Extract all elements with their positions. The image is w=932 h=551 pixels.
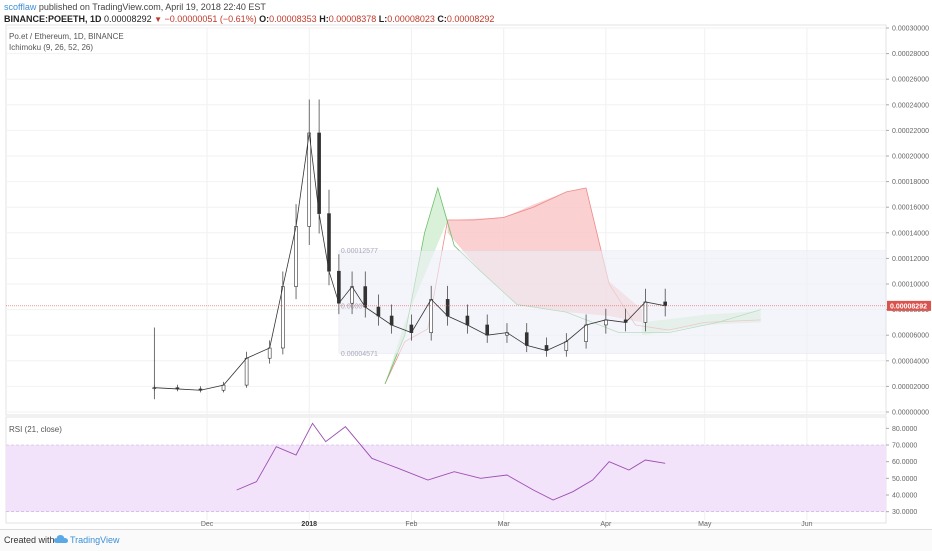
candle-body bbox=[244, 357, 249, 386]
x-tick-label: May bbox=[698, 521, 712, 528]
candle-body bbox=[524, 332, 529, 346]
candle-body bbox=[294, 226, 298, 287]
price-tick-label: 0.00014000 bbox=[892, 230, 929, 237]
price-tick-label: 0.00012000 bbox=[892, 256, 929, 263]
price-series bbox=[6, 132, 886, 391]
candle-body bbox=[307, 132, 312, 227]
fib-label: 0.00004571 bbox=[341, 351, 378, 358]
candle-body bbox=[429, 299, 433, 333]
candle-body bbox=[465, 315, 470, 326]
high-value: 0.00008378 bbox=[328, 14, 377, 24]
x-tick-label: Feb bbox=[405, 521, 417, 528]
price-tick-label: 0.00018000 bbox=[892, 179, 929, 186]
candle-body bbox=[317, 132, 321, 214]
x-tick-label: Dec bbox=[201, 521, 214, 528]
down-triangle-icon: ▼ bbox=[154, 15, 163, 24]
fib-retracement-box bbox=[338, 250, 887, 354]
candle-body bbox=[584, 324, 588, 342]
price-tick-label: 0.00006000 bbox=[892, 333, 929, 340]
rsi-band-area bbox=[6, 445, 886, 512]
fib-label: 0.0000 bbox=[341, 303, 363, 310]
open-label: O: bbox=[259, 14, 270, 24]
candle-body bbox=[445, 299, 450, 317]
low-value: 0.00008023 bbox=[387, 14, 435, 24]
candle-body bbox=[643, 301, 648, 323]
author-link[interactable]: scofflaw bbox=[4, 2, 37, 12]
candle-body bbox=[376, 306, 381, 317]
last-price: 0.00008292 bbox=[104, 14, 152, 24]
tradingview-cloud-icon bbox=[54, 535, 68, 543]
candle-body bbox=[337, 270, 341, 304]
candle-body bbox=[389, 315, 394, 326]
fib-zone: 0.00012577 0.0000 0.00004571 bbox=[338, 248, 887, 358]
price-tick-label: 0.00026000 bbox=[892, 77, 929, 84]
x-tick-label: 2018 bbox=[301, 521, 317, 528]
candle-body bbox=[221, 384, 226, 391]
x-tick-label: Jun bbox=[801, 521, 812, 528]
rsi-tick-label: 60.0000 bbox=[892, 459, 917, 466]
low-label: L: bbox=[378, 14, 388, 24]
candle-body bbox=[281, 286, 285, 349]
tradingview-brand[interactable]: TradingView bbox=[70, 535, 120, 545]
rsi-band bbox=[6, 444, 886, 512]
rsi-tick-label: 30.0000 bbox=[892, 509, 917, 516]
high-label: H: bbox=[319, 14, 329, 24]
price-tick-label: 0.00030000 bbox=[892, 26, 929, 33]
price-change: −0.00000051 (−0.61%) bbox=[164, 14, 257, 24]
x-tick-label: Apr bbox=[600, 521, 612, 528]
rsi-tick-label: 40.0000 bbox=[892, 493, 917, 500]
ichimoku-legend[interactable]: Ichimoku (9, 26, 52, 26) bbox=[9, 43, 94, 52]
close-label: C: bbox=[437, 14, 447, 24]
candle-body bbox=[363, 286, 368, 308]
x-tick-label: Mar bbox=[498, 521, 511, 528]
created-with-text: Created with bbox=[4, 535, 55, 545]
footer-bar: Created with TradingView bbox=[0, 529, 932, 551]
candle-body bbox=[564, 341, 569, 351]
close-value: 0.00008292 bbox=[446, 14, 495, 24]
price-tick-label: 0.00004000 bbox=[892, 358, 929, 365]
open-value: 0.00008353 bbox=[269, 14, 317, 24]
published-text: published on TradingView.com, April 19, … bbox=[38, 2, 266, 12]
price-tick-label: 0.00002000 bbox=[892, 384, 929, 391]
candle-body bbox=[485, 324, 489, 336]
candle-body bbox=[327, 213, 331, 272]
candle-body bbox=[604, 319, 608, 326]
publish-info: scofflaw published on TradingView.com, A… bbox=[4, 2, 266, 12]
price-tick-label: 0.00000000 bbox=[892, 410, 929, 417]
price-tick-label: 0.00010000 bbox=[892, 282, 929, 289]
rsi-tick-label: 70.0000 bbox=[892, 443, 917, 450]
axes: 0.00030000 0.00028000 0.00026000 0.00024000… bbox=[201, 26, 931, 528]
rsi-tick-label: 50.0000 bbox=[892, 476, 917, 483]
pair-legend: Po.et / Ethereum, 1D, BINANCE bbox=[9, 32, 124, 41]
rsi-line bbox=[236, 422, 666, 501]
price-tick-label: 0.00028000 bbox=[892, 51, 929, 58]
rsi-tick-label: 80.0000 bbox=[892, 426, 917, 433]
close-line bbox=[154, 132, 666, 391]
current-price-label: 0.00008292 bbox=[890, 303, 927, 310]
candle-body bbox=[350, 286, 354, 304]
price-pane-frame bbox=[5, 24, 887, 416]
rsi-series bbox=[236, 422, 666, 501]
price-tick-label: 0.00016000 bbox=[892, 205, 929, 212]
rsi-legend[interactable]: RSI (21, close) bbox=[9, 425, 62, 434]
current-price-tag bbox=[887, 300, 931, 311]
fib-label: 0.00012577 bbox=[341, 248, 378, 255]
symbol-label: BINANCE:POEETH, 1D bbox=[4, 14, 102, 24]
price-tick-label: 0.00020000 bbox=[892, 154, 929, 161]
candle-body bbox=[267, 347, 272, 359]
price-tick-label: 0.00022000 bbox=[892, 128, 929, 135]
ohlc-header: BINANCE:POEETH, 1D 0.00008292 ▼ −0.00000… bbox=[4, 14, 494, 24]
price-tick-label: 0.00024000 bbox=[892, 102, 929, 109]
